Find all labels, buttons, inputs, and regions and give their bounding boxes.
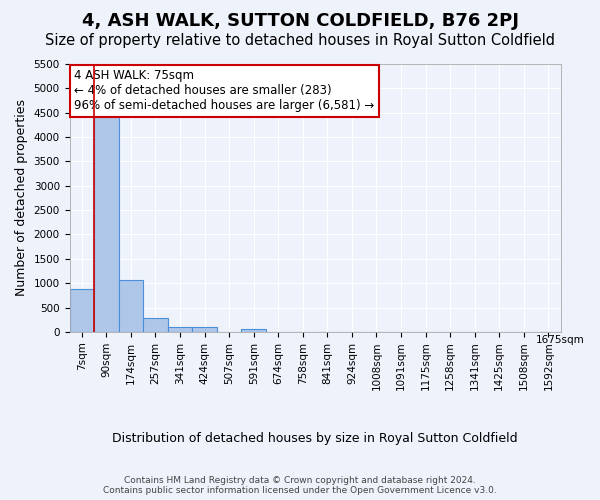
Bar: [119, 280, 143, 332]
Bar: [94, 111, 119, 332]
Text: Contains HM Land Registry data © Crown copyright and database right 2024.
Contai: Contains HM Land Registry data © Crown c…: [103, 476, 497, 495]
Bar: [70, 289, 94, 332]
Y-axis label: Number of detached properties: Number of detached properties: [15, 100, 28, 296]
Bar: [168, 328, 193, 332]
Text: 4 ASH WALK: 75sqm
← 4% of detached houses are smaller (283)
96% of semi-detached: 4 ASH WALK: 75sqm ← 4% of detached house…: [74, 70, 374, 112]
Text: 1675sqm: 1675sqm: [536, 334, 585, 344]
Text: 4, ASH WALK, SUTTON COLDFIELD, B76 2PJ: 4, ASH WALK, SUTTON COLDFIELD, B76 2PJ: [82, 12, 518, 30]
Bar: [193, 328, 217, 332]
Text: Size of property relative to detached houses in Royal Sutton Coldfield: Size of property relative to detached ho…: [45, 32, 555, 48]
X-axis label: Distribution of detached houses by size in Royal Sutton Coldfield: Distribution of detached houses by size …: [112, 432, 518, 445]
Bar: [241, 329, 266, 332]
Bar: [143, 318, 168, 332]
